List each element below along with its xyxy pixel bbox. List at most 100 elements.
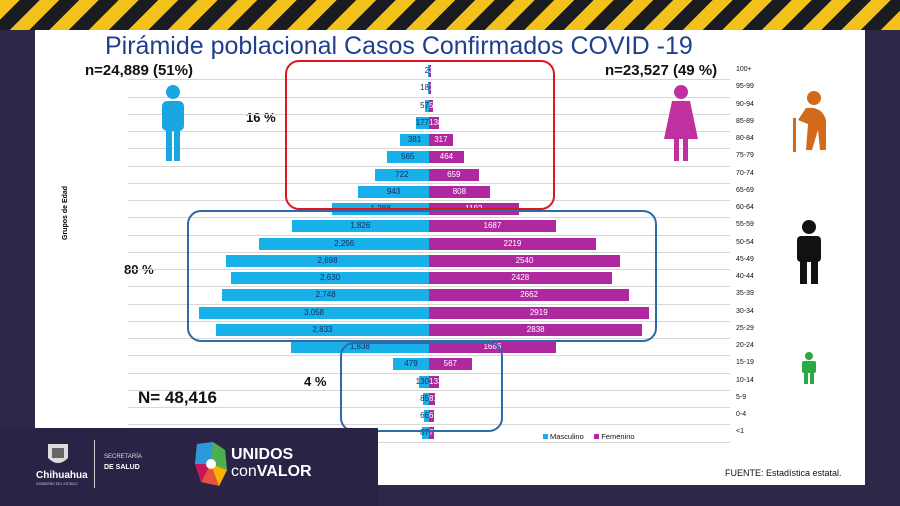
female-bar: 808 [429,185,490,198]
gridline [128,338,730,339]
divider [94,440,95,488]
bar-value-label: 317 [434,135,448,144]
bar-value-label: 18 [420,83,429,93]
male-bar: 130 [416,375,429,388]
legend: Masculino Femenino [543,432,635,441]
male-bar: 3,058 [199,306,429,319]
source-note: FUENTE: Estadística estatal. [725,468,842,478]
male-bar: 2,698 [226,254,429,267]
female-bar: 81 [429,392,438,405]
bar-value-label: 464 [439,152,454,162]
age-group-label: 15-19 [736,359,754,367]
unidos-con-valor-logo [195,442,227,486]
male-bar: 381 [400,134,429,146]
age-group-label: 90-94 [736,100,754,108]
male-bar: 18 [420,82,429,95]
y-axis-label: Grupos de Edad [62,185,69,240]
legend-swatch-male [543,434,548,439]
age-group-label: 10-14 [736,376,754,384]
bar-value-label: 85 [420,393,429,403]
highlight-young [340,342,503,432]
gridline [128,424,730,426]
male-bar: 177 [416,116,429,129]
male-bar: 66 [420,410,429,422]
bar-value-label: 87 [420,428,429,438]
male-bar: 57 [420,99,429,112]
male-bar: 2,256 [259,237,429,250]
female-person-icon [664,85,698,161]
female-bar: 2428 [429,272,612,284]
female-bar: 2662 [429,289,630,302]
age-group-label: 60-64 [736,204,754,211]
bar-value-label: 381 [407,135,422,144]
page-title: Pirámide poblacional Casos Confirmados C… [105,32,693,60]
gridline [128,200,730,201]
age-group-label: 70-74 [736,169,754,177]
bar-value-label: 16 [429,83,438,93]
female-bar: 138 [429,116,442,129]
bar-value-label: 808 [452,186,467,196]
female-bar: 2219 [429,237,596,250]
bar-value-label: 1687 [483,221,502,231]
slogan-con: con [231,463,257,480]
age-group-label: 80-84 [736,135,754,142]
male-person-icon [162,85,184,161]
bar-value-label: 2428 [511,273,530,282]
female-bar: 659 [429,168,479,181]
female-bar: 317 [429,134,453,146]
gridline [128,389,730,391]
bar-value-label: 2662 [520,290,538,300]
bar-value-label: 722 [395,169,409,179]
highlight-adult [187,210,657,342]
bar-value-label: 2,833 [312,324,333,334]
dept-line2: DE SALUD [104,464,140,471]
age-group-label: 40-44 [736,273,754,280]
bar-value-label: 70 [429,428,438,438]
gridline [128,269,730,270]
male-bar: 87 [420,427,429,440]
male-bar: 1,826 [291,220,429,233]
dept-line1: SECRETARÍA [104,454,142,460]
chihuahua-crest-logo [48,444,68,463]
bar-value-label: 2838 [526,324,545,334]
hazard-stripes [0,0,900,30]
age-group-label: <1 [736,428,744,436]
age-group-label: 50-54 [736,238,754,246]
slogan-convalor: conVALOR [231,463,312,481]
bar-value-label: 565 [401,152,415,162]
bar-value-label: 1,826 [350,221,371,231]
gridline [128,407,730,408]
gridline [128,234,730,236]
pct-old: 16 % [246,110,276,125]
adult-person-icon [797,220,821,284]
male-bar: 2,833 [215,323,429,336]
male-bar: 722 [374,168,429,181]
gridline [128,286,730,288]
age-group-label: 100+ [736,66,752,73]
bar-value-label: 943 [386,186,401,196]
age-group-label: 85-89 [736,117,754,125]
male-bar: 2,748 [222,289,429,302]
age-group-label: 55-59 [736,221,754,229]
gridline [128,303,730,305]
gridline [128,113,730,115]
gridline [128,182,730,184]
slogan-valor: VALOR [256,463,312,480]
age-group-label: 5-9 [736,393,747,401]
female-bar: 52 [429,99,438,112]
bar-value-label: 66 [420,411,429,420]
bar-value-label: 52 [429,100,438,110]
highlight-old [285,60,555,210]
footer-banner: Chihuahua GOBIERNO DEL ESTADO SECRETARÍA… [0,428,378,506]
legend-male: Masculino [550,432,584,441]
male-bar: 2,630 [231,272,429,284]
bar-value-label: 479 [404,359,418,369]
bar-value-label: 2,630 [320,273,341,282]
male-bar: 85 [420,392,429,405]
gridline [128,165,730,167]
state-subtitle: GOBIERNO DEL ESTADO [36,482,78,486]
legend-swatch-female [594,434,600,439]
female-bar: 2919 [429,306,649,319]
female-bar: 2838 [429,323,643,336]
age-group-label: 75-79 [736,152,754,160]
